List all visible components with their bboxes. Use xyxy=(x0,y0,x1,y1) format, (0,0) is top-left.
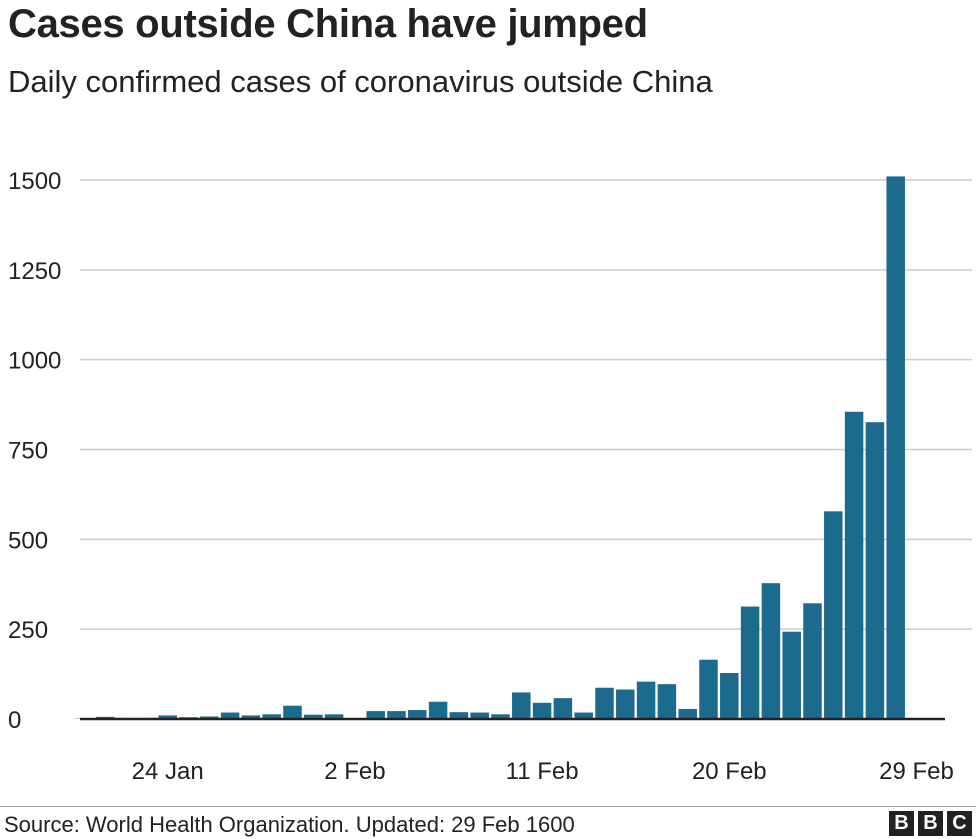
y-tick-label: 1000 xyxy=(8,348,61,375)
bar xyxy=(408,710,427,719)
bar xyxy=(761,583,781,719)
bar xyxy=(491,714,510,719)
bar xyxy=(886,176,905,719)
y-tick-label: 750 xyxy=(8,438,48,465)
source-note: Source: World Health Organization. Updat… xyxy=(4,812,575,837)
footer-divider xyxy=(0,806,976,807)
bar xyxy=(657,684,677,719)
bar xyxy=(304,714,323,719)
bar xyxy=(512,692,531,719)
y-tick-label: 1500 xyxy=(8,168,61,195)
bar xyxy=(366,711,385,719)
bar xyxy=(699,659,718,719)
bar xyxy=(200,716,219,719)
bar xyxy=(824,511,843,719)
bar xyxy=(241,715,261,719)
y-tick-label: 500 xyxy=(8,527,48,554)
bar xyxy=(720,673,739,719)
bbc-logo-letter: B xyxy=(889,811,914,836)
x-tick-label: 20 Feb xyxy=(692,758,767,785)
bar xyxy=(532,702,552,719)
bar xyxy=(158,715,177,719)
bar xyxy=(283,705,302,719)
bar xyxy=(324,714,344,719)
bar xyxy=(595,687,614,719)
bar xyxy=(470,712,489,719)
x-tick-label: 2 Feb xyxy=(324,758,385,785)
bar xyxy=(616,689,635,719)
bar xyxy=(220,712,240,719)
bar xyxy=(449,712,469,719)
x-tick-label: 11 Feb xyxy=(506,758,579,785)
bar xyxy=(803,603,822,719)
y-tick-label: 0 xyxy=(8,707,21,734)
bar xyxy=(387,711,406,719)
bar xyxy=(782,631,801,719)
bar xyxy=(865,422,885,719)
bbc-logo: B B C xyxy=(889,811,972,836)
bar xyxy=(636,681,656,719)
bar-chart: 0 250 500 750 1000 1250 1500 24 Jan 2 Feb 11 Feb 2… xyxy=(8,168,972,785)
bar xyxy=(574,712,593,719)
bar xyxy=(740,606,760,719)
bar xyxy=(553,698,573,719)
bar xyxy=(678,708,697,719)
chart-title: Cases outside China have jumped xyxy=(8,2,648,46)
bar xyxy=(844,411,864,719)
y-tick-label: 250 xyxy=(8,617,48,644)
bbc-logo-letter: B xyxy=(918,811,943,836)
bbc-logo-letter: C xyxy=(947,811,972,836)
bar xyxy=(262,714,281,719)
bar xyxy=(428,701,448,719)
chart-subtitle: Daily confirmed cases of coronavirus out… xyxy=(8,64,713,99)
y-tick-label: 1250 xyxy=(8,258,61,285)
x-tick-label: 24 Jan xyxy=(132,758,204,785)
x-tick-label: 29 Feb xyxy=(879,758,954,785)
